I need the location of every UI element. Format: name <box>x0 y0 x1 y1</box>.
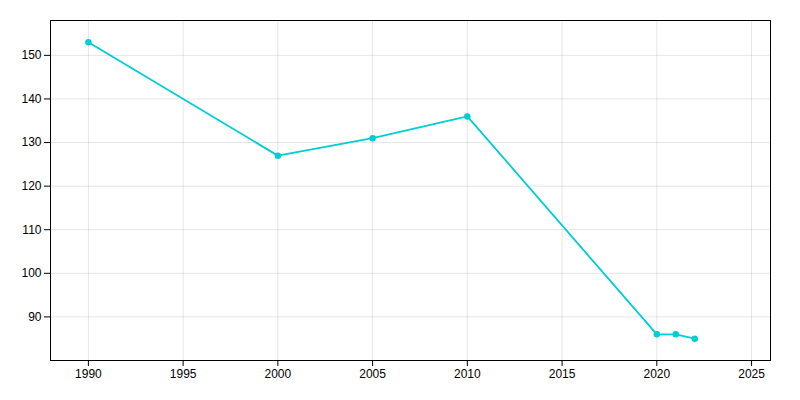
svg-text:1995: 1995 <box>170 367 197 381</box>
svg-text:100: 100 <box>21 266 41 280</box>
svg-text:2025: 2025 <box>738 367 765 381</box>
svg-text:2010: 2010 <box>454 367 481 381</box>
svg-text:1990: 1990 <box>75 367 102 381</box>
svg-text:110: 110 <box>22 223 41 237</box>
svg-text:2020: 2020 <box>643 367 670 381</box>
svg-text:140: 140 <box>21 92 41 106</box>
svg-text:2000: 2000 <box>265 367 292 381</box>
svg-text:2015: 2015 <box>549 367 576 381</box>
svg-text:90: 90 <box>28 310 42 324</box>
svg-text:120: 120 <box>21 179 41 193</box>
svg-text:150: 150 <box>21 48 41 62</box>
svg-text:2005: 2005 <box>359 367 386 381</box>
svg-text:130: 130 <box>21 135 41 149</box>
